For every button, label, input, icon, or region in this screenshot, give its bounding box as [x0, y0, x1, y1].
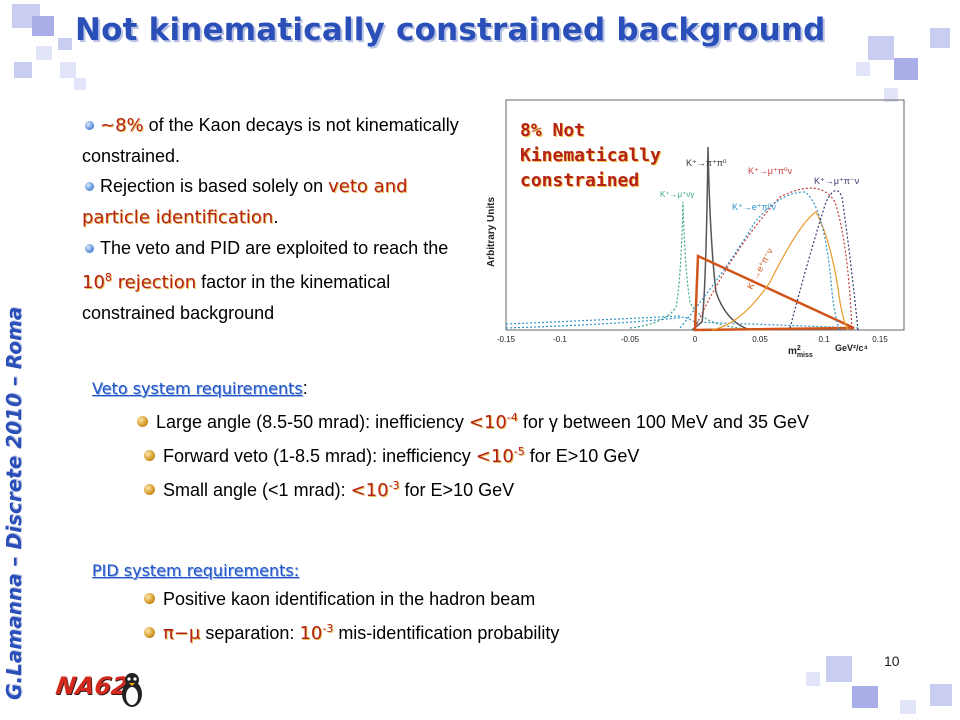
curve-k-pi-pi0	[691, 146, 751, 331]
veto-item-large-angle: Large angle (8.5-50 mrad): inefficiency …	[92, 403, 892, 437]
author-footer: G.Lamanna – Discrete 2010 – Roma	[2, 306, 26, 700]
veto-section: Veto system requirements: Large angle (8…	[92, 374, 892, 505]
bullet-icon	[144, 627, 155, 638]
inefficiency-value: <10-5	[475, 445, 525, 467]
bullet-text: factor in the kinematical constrained ba…	[82, 272, 391, 323]
x-tick-label: -0.15	[497, 335, 516, 344]
decor-square	[868, 36, 894, 60]
decor-square	[930, 28, 950, 48]
decor-square	[856, 62, 870, 76]
intro-bullet-1: ~8% of the Kaon decays is not kinematica…	[82, 110, 472, 171]
decor-square	[894, 58, 918, 80]
x-tick-label: 0.05	[752, 335, 768, 344]
bullet-text: The veto and PID are exploited to reach …	[100, 238, 449, 258]
intro-bullet-3: The veto and PID are exploited to reach …	[82, 233, 472, 328]
decor-square	[930, 684, 952, 706]
pid-item-kaon-id: Positive kaon identification in the hadr…	[92, 585, 892, 614]
bullet-text: .	[273, 207, 279, 227]
item-text: Positive kaon identification in the hadr…	[163, 589, 536, 609]
label-k-mu-pi0-nu: K⁺→μ⁺π⁰ν	[748, 166, 793, 176]
decor-square	[900, 700, 916, 714]
bullet-icon	[144, 593, 155, 604]
label-k-mu-pi-pi-nu: K⁺→μ⁺π⁻ν	[814, 176, 860, 186]
decor-square	[826, 656, 852, 682]
y-axis-label: Arbitrary Units	[486, 197, 497, 267]
decor-square	[852, 686, 878, 708]
decor-square	[60, 62, 76, 78]
curve-mu-nu-gamma-tail	[505, 315, 681, 325]
curve-orange-triangle	[693, 254, 855, 332]
decor-square	[14, 62, 32, 78]
heading-colon: :	[302, 378, 308, 398]
item-text: mis-identification probability	[333, 623, 560, 643]
curve-k-mu-nu-gamma	[629, 201, 741, 329]
bullet-icon	[85, 244, 94, 253]
item-text: Forward veto (1-8.5 mrad): inefficiency	[163, 446, 476, 466]
curve-k-e-pi-pi	[711, 211, 849, 331]
veto-heading: Veto system requirements	[92, 379, 303, 398]
veto-item-small-angle: Small angle (<1 mrad): <10-3 for E>10 Ge…	[92, 471, 892, 505]
pi-mu-symbol: π−μ	[163, 623, 201, 644]
rejection-word: rejection	[111, 272, 197, 293]
label-k-mu-nu-gamma: K⁺→μ⁺νγ	[660, 190, 694, 199]
missing-mass-plot: Arbitrary Units K⁺→π⁺π⁰ K⁺→μ⁺π⁰ν K⁺→μ⁺π⁻…	[486, 99, 905, 357]
inefficiency-value: <10-4	[468, 411, 518, 433]
x-tick-label: -0.1	[553, 335, 567, 344]
bullet-icon	[85, 121, 94, 130]
curve-k-mu-pi0-nu	[694, 187, 853, 331]
bullet-icon	[85, 182, 94, 191]
curve-k-e-pi0-nu	[679, 191, 841, 331]
item-text: for E>10 GeV	[399, 480, 515, 500]
label-k-pi-pi0: K⁺→π⁺π⁰	[686, 158, 727, 168]
decor-square	[74, 78, 86, 90]
bullet-text: Rejection is based solely on	[100, 176, 329, 196]
veto-item-forward: Forward veto (1-8.5 mrad): inefficiency …	[92, 437, 892, 471]
item-text: Large angle (8.5-50 mrad): inefficiency	[156, 412, 469, 432]
x-tick-label: 0.15	[872, 335, 888, 344]
bullet-icon	[144, 450, 155, 461]
bullet-icon	[137, 416, 148, 427]
pid-item-separation: π−μ separation: 10-3 mis-identification …	[92, 614, 892, 648]
rejection-base: 10	[82, 272, 105, 293]
decor-square	[32, 16, 54, 36]
x-axis-label: m2 miss	[788, 345, 813, 357]
misid-probability-value: 10-3	[299, 622, 334, 644]
decor-square	[36, 46, 52, 60]
highlight-rejection: 108 rejection	[82, 271, 197, 293]
decor-square	[58, 38, 72, 50]
item-text: Small angle (<1 mrad):	[163, 480, 351, 500]
inefficiency-value: <10-3	[350, 479, 400, 501]
decor-square	[806, 672, 820, 686]
penguin-logo-icon	[122, 673, 142, 707]
highlight-veto-pid: veto and particle identification	[82, 176, 408, 228]
intro-bullet-2: Rejection is based solely on veto and pa…	[82, 171, 472, 233]
x-tick-label: 0	[693, 335, 698, 344]
intro-bullets: ~8% of the Kaon decays is not kinematica…	[82, 110, 472, 328]
pid-heading: PID system requirements:	[92, 561, 300, 580]
bullet-icon	[144, 484, 155, 495]
x-axis-unit: GeV²/c⁴	[835, 343, 868, 353]
slide-title: Not kinematically constrained background	[75, 12, 826, 48]
highlight-fraction: ~8%	[100, 115, 144, 136]
curve-k-mu-pi-pi-nu	[789, 190, 859, 331]
item-text: for γ between 100 MeV and 35 GeV	[517, 412, 809, 432]
decor-square	[884, 88, 898, 102]
bullet-text: of the Kaon decays is not kinematically …	[82, 115, 459, 166]
pid-section: PID system requirements: Positive kaon i…	[92, 556, 892, 648]
label-k-e-pi0-nu: K⁺→e⁺π⁰ν	[732, 202, 776, 212]
item-text: for E>10 GeV	[524, 446, 640, 466]
page-number: 10	[884, 653, 900, 669]
x-ticks: -0.15 -0.1 -0.05 0 0.05 0.1 0.15	[497, 335, 888, 344]
item-text: separation:	[200, 623, 300, 643]
rejection-exponent: 8	[104, 271, 112, 284]
x-tick-label: 0.1	[818, 335, 830, 344]
curve-blue-low	[505, 316, 861, 329]
plot-overlay-label: 8% Not Kinematically constrained	[520, 120, 661, 191]
x-tick-label: -0.05	[621, 335, 640, 344]
